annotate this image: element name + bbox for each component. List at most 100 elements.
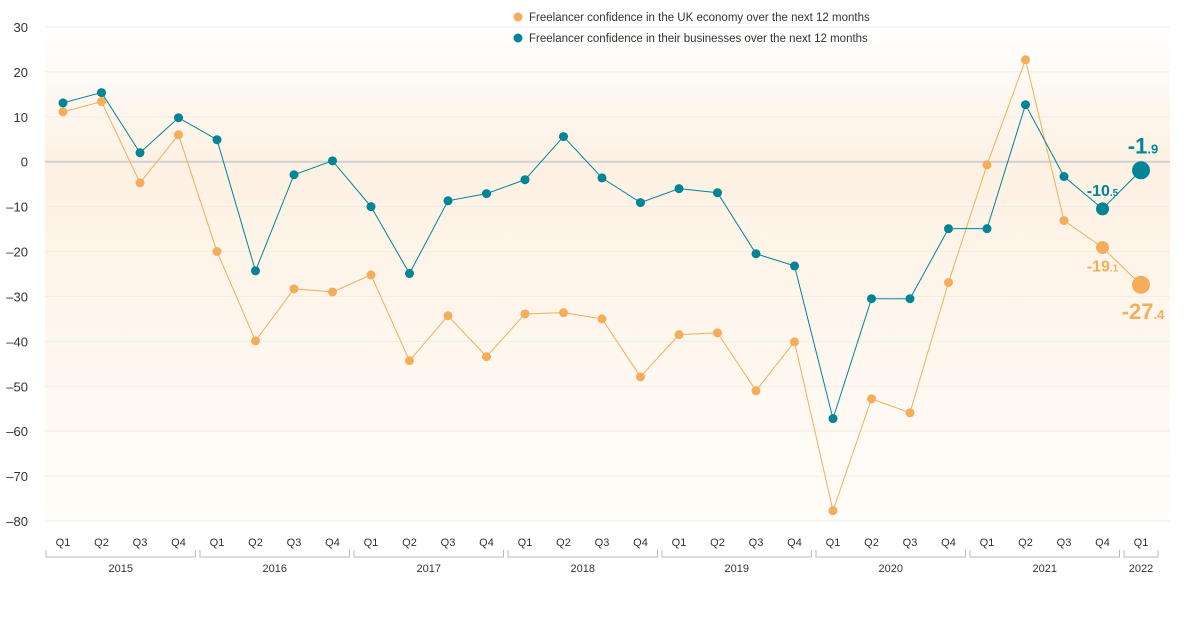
year-bracket — [45, 550, 196, 558]
data-point — [97, 97, 106, 107]
year-label: 2020 — [879, 563, 903, 575]
x-tick-label: Q3 — [1057, 537, 1072, 549]
data-point — [790, 261, 799, 271]
y-tick-label: –30 — [6, 289, 28, 304]
year-bracket — [815, 550, 966, 558]
year-bracket — [661, 550, 812, 558]
data-point — [905, 294, 915, 304]
data-point — [251, 266, 260, 276]
year-bracket — [969, 550, 1120, 558]
x-tick-label: Q1 — [518, 537, 533, 549]
year-label: 2021 — [1033, 563, 1057, 575]
data-point — [559, 132, 568, 142]
y-tick-label: 10 — [14, 110, 28, 125]
data-label: -1.9 — [1128, 133, 1158, 158]
data-point — [713, 328, 722, 338]
y-tick-label: –60 — [6, 424, 28, 439]
data-point — [1096, 202, 1109, 216]
x-tick-label: Q4 — [171, 537, 186, 549]
year-label: 2017 — [417, 563, 441, 575]
x-tick-label: Q1 — [56, 537, 71, 549]
x-tick-label: Q3 — [133, 537, 148, 549]
data-point — [289, 284, 299, 294]
data-point — [597, 173, 607, 183]
year-bracket — [1123, 550, 1159, 558]
x-tick-label: Q3 — [749, 537, 764, 549]
x-tick-label: Q4 — [633, 537, 648, 549]
x-tick-label: Q3 — [595, 537, 610, 549]
y-tick-label: –70 — [6, 469, 28, 484]
x-tick-label: Q2 — [556, 537, 571, 549]
legend-label: Freelancer confidence in their businesse… — [529, 33, 868, 45]
data-label: -10.5 — [1087, 183, 1119, 200]
plot-background — [45, 27, 1170, 521]
data-point — [828, 414, 838, 424]
data-point — [366, 270, 376, 280]
x-tick-label: Q2 — [402, 537, 417, 549]
data-point — [559, 308, 568, 318]
data-point — [135, 178, 145, 188]
data-point — [982, 224, 992, 234]
x-tick-label: Q2 — [864, 537, 879, 549]
y-tick-label: –20 — [6, 245, 28, 260]
data-point — [443, 311, 453, 321]
year-label: 2016 — [263, 563, 287, 575]
data-point — [482, 352, 491, 362]
x-tick-label: Q4 — [479, 537, 494, 549]
data-point — [828, 506, 838, 516]
x-tick-label: Q2 — [710, 537, 725, 549]
data-label: -27.4 — [1122, 299, 1165, 324]
x-tick-label: Q1 — [980, 537, 995, 549]
x-tick-label: Q3 — [903, 537, 918, 549]
legend-marker — [513, 12, 523, 22]
data-point — [636, 372, 645, 382]
data-point — [674, 330, 684, 340]
legend-label: Freelancer confidence in the UK economy … — [529, 12, 870, 24]
year-label: 2019 — [725, 563, 749, 575]
x-tick-label: Q4 — [325, 537, 340, 549]
data-point — [597, 314, 607, 324]
x-tick-label: Q2 — [94, 537, 109, 549]
x-tick-label: Q1 — [672, 537, 687, 549]
data-point — [905, 408, 915, 418]
y-tick-label: –40 — [6, 334, 28, 349]
data-point — [212, 135, 222, 145]
data-point — [1021, 100, 1030, 110]
data-point — [174, 113, 183, 123]
data-point — [328, 156, 337, 166]
year-label: 2018 — [571, 563, 595, 575]
data-point — [751, 386, 761, 396]
y-tick-label: 20 — [14, 65, 28, 80]
data-point — [58, 107, 68, 117]
legend-marker — [513, 33, 523, 43]
year-bracket — [507, 550, 658, 558]
data-point — [482, 189, 491, 199]
data-point — [713, 188, 722, 198]
x-tick-label: Q4 — [787, 537, 802, 549]
data-point — [366, 202, 376, 212]
x-tick-label: Q3 — [441, 537, 456, 549]
year-bracket — [353, 550, 504, 558]
data-point — [443, 196, 453, 206]
data-point — [405, 356, 414, 366]
data-point — [520, 175, 530, 185]
data-point — [1132, 161, 1150, 180]
data-point — [751, 249, 761, 259]
year-bracket — [199, 550, 350, 558]
data-point — [1059, 172, 1069, 182]
data-point — [328, 287, 337, 297]
data-point — [97, 88, 106, 98]
data-point — [174, 130, 183, 140]
data-point — [212, 247, 222, 257]
data-point — [944, 224, 953, 234]
data-point — [944, 278, 953, 288]
data-point — [674, 184, 684, 194]
y-tick-label: –10 — [6, 200, 28, 215]
y-tick-label: 30 — [14, 20, 28, 35]
data-point — [636, 198, 645, 208]
year-label: 2015 — [109, 563, 133, 575]
data-point — [135, 148, 145, 158]
data-point — [982, 160, 992, 170]
data-label: -19.1 — [1087, 259, 1119, 276]
